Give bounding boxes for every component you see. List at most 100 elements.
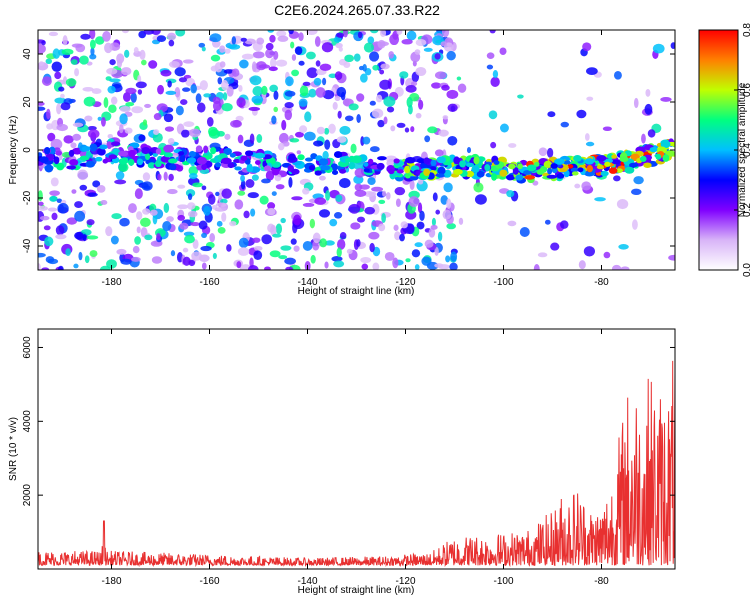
heatmap-cell <box>517 163 523 170</box>
heatmap-cell <box>415 66 427 77</box>
heatmap-cell <box>143 30 155 35</box>
heatmap-cell <box>61 48 74 55</box>
snr-x-axis-label: Height of straight line (km) <box>298 585 415 596</box>
heatmap-cell <box>649 147 658 153</box>
heatmap-cell <box>39 156 49 164</box>
heatmap-cell <box>58 86 65 92</box>
heatmap-cell <box>537 252 548 258</box>
heatmap-cell <box>273 50 279 60</box>
heatmap-cell <box>350 143 357 154</box>
heatmap-cell <box>275 223 283 235</box>
heatmap-cell <box>179 155 186 163</box>
heatmap-cell <box>44 236 54 247</box>
heatmap-cell <box>241 53 254 60</box>
heatmap-cell <box>291 69 300 77</box>
heatmap-cell <box>111 213 122 220</box>
heatmap-cell <box>253 250 263 260</box>
heatmap-cell <box>550 163 558 169</box>
heatmap-cell <box>244 150 254 157</box>
heatmap-cell <box>404 165 411 174</box>
heatmap-cell <box>134 236 141 245</box>
heatmap-cell <box>254 152 266 159</box>
heatmap-cell <box>288 30 294 35</box>
heatmap-cell <box>203 93 212 98</box>
heatmap-cell <box>434 246 439 256</box>
heatmap-cell <box>321 42 334 53</box>
heatmap-cell <box>431 217 436 227</box>
heatmap-cell <box>348 103 359 111</box>
heatmap-cell <box>377 156 387 161</box>
heatmap-cell <box>99 144 108 150</box>
heatmap-cell <box>573 155 582 162</box>
heatmap-cell <box>488 110 498 120</box>
heatmap-cell <box>79 184 88 191</box>
heatmap-cell <box>251 174 259 181</box>
heatmap-cell <box>292 222 298 234</box>
heatmap-cell <box>441 84 450 91</box>
heatmap-cell <box>163 171 168 181</box>
heatmap-cell <box>543 160 553 168</box>
heatmap-cell <box>302 81 311 87</box>
heatmap-cell <box>624 166 635 174</box>
heatmap-cell <box>41 76 52 86</box>
heatmap-cell <box>298 98 308 107</box>
heatmap-cell <box>329 218 338 227</box>
heatmap-cell <box>396 122 406 128</box>
x-tick-label: -120 <box>395 576 415 587</box>
heatmap-cell <box>265 170 275 181</box>
heatmap-cell <box>629 162 639 168</box>
heatmap-cell <box>111 141 121 147</box>
heatmap-cell <box>423 47 433 52</box>
heatmap-cell <box>339 232 347 240</box>
heatmap-cell <box>160 69 172 77</box>
heatmap-cell <box>344 115 354 122</box>
heatmap-cell <box>200 245 212 252</box>
heatmap-cell <box>187 210 198 218</box>
heatmap-cell <box>476 171 485 178</box>
heatmap-cell <box>177 184 186 189</box>
heatmap-cell <box>396 169 404 174</box>
heatmap-cell <box>310 254 316 264</box>
heatmap-cell <box>423 157 430 165</box>
heatmap-cell <box>201 185 207 191</box>
heatmap-cell <box>507 220 517 227</box>
heatmap-cell <box>96 184 106 193</box>
heatmap-cell <box>141 59 147 66</box>
heatmap-cell <box>249 133 255 144</box>
heatmap-cell <box>348 162 356 170</box>
heatmap-cell <box>404 173 411 179</box>
heatmap-cell <box>256 134 263 143</box>
heatmap-cell <box>602 126 612 132</box>
heatmap-cell <box>237 247 250 256</box>
heatmap-cell <box>379 69 385 75</box>
heatmap-cell <box>38 190 43 202</box>
heatmap-cell <box>267 30 274 33</box>
heatmap-cell <box>107 134 113 139</box>
heatmap-cell <box>231 36 237 45</box>
heatmap-cell <box>163 202 170 213</box>
heatmap-cell <box>491 173 497 181</box>
heatmap-cell <box>188 150 196 158</box>
heatmap-cell <box>246 165 254 173</box>
heatmap-cell <box>152 213 158 225</box>
heatmap-cell <box>408 196 420 207</box>
heatmap-cell <box>389 34 400 46</box>
y-tick-label: -20 <box>22 190 33 205</box>
heatmap-cell <box>361 263 369 270</box>
heatmap-cell <box>216 220 223 227</box>
heatmap-cell <box>466 146 472 154</box>
heatmap-cell <box>187 202 196 210</box>
heatmap-cell <box>51 61 63 72</box>
heatmap-cell <box>336 136 347 143</box>
heatmap-cell <box>547 167 553 175</box>
heatmap-cell <box>274 174 282 182</box>
heatmap-cell <box>284 109 293 121</box>
heatmap-cell <box>293 214 302 226</box>
heatmap-cell <box>188 172 198 180</box>
heatmap-cell <box>119 217 130 227</box>
heatmap-cell <box>367 177 376 186</box>
heatmap-cell <box>226 244 232 252</box>
heatmap-cell <box>124 49 130 58</box>
heatmap-cell <box>523 170 532 175</box>
heatmap-cell <box>437 231 443 242</box>
